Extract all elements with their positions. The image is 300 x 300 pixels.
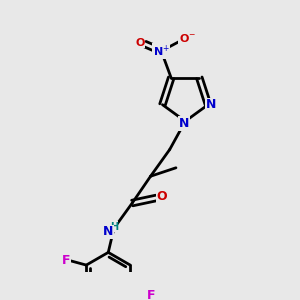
Text: O$^{-}$: O$^{-}$ bbox=[179, 32, 196, 44]
Text: H: H bbox=[110, 222, 118, 232]
Text: N$^{+}$: N$^{+}$ bbox=[153, 44, 170, 59]
Text: N: N bbox=[179, 117, 189, 130]
Text: O: O bbox=[135, 38, 145, 48]
Text: F: F bbox=[147, 289, 155, 300]
Text: O: O bbox=[157, 190, 167, 203]
Text: F: F bbox=[61, 254, 70, 266]
Text: N: N bbox=[206, 98, 216, 111]
Text: N: N bbox=[103, 225, 113, 238]
